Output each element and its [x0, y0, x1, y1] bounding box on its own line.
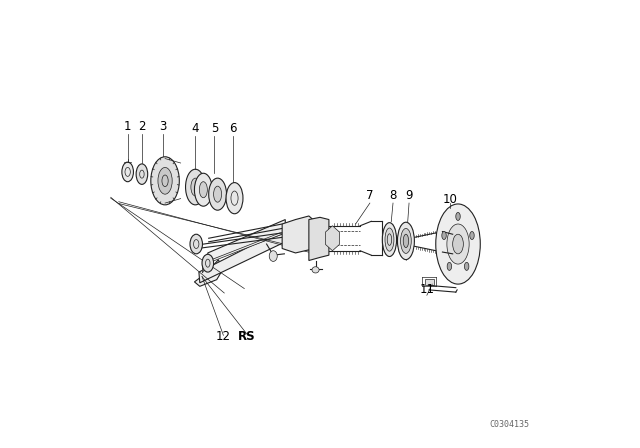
Text: 5: 5 — [211, 122, 218, 135]
Ellipse shape — [136, 164, 148, 185]
Bar — [424, 279, 435, 285]
Ellipse shape — [470, 232, 474, 240]
Ellipse shape — [186, 169, 205, 205]
Text: C0304135: C0304135 — [489, 420, 529, 429]
Ellipse shape — [195, 173, 212, 206]
Ellipse shape — [401, 228, 412, 254]
Ellipse shape — [397, 222, 414, 260]
Text: 8: 8 — [389, 189, 397, 202]
Ellipse shape — [452, 234, 463, 254]
Ellipse shape — [199, 182, 207, 198]
Text: 10: 10 — [443, 193, 458, 206]
Polygon shape — [202, 254, 208, 273]
Text: 1: 1 — [124, 120, 131, 133]
Ellipse shape — [214, 186, 221, 202]
Polygon shape — [195, 260, 222, 286]
Text: 4: 4 — [191, 122, 199, 135]
Text: 7: 7 — [366, 189, 374, 202]
Ellipse shape — [403, 234, 408, 248]
Ellipse shape — [269, 251, 277, 261]
Ellipse shape — [385, 228, 394, 251]
Ellipse shape — [202, 254, 214, 272]
Polygon shape — [282, 216, 316, 253]
Text: 11: 11 — [419, 283, 435, 296]
Ellipse shape — [465, 263, 469, 271]
Text: 2: 2 — [138, 120, 146, 133]
Ellipse shape — [226, 183, 243, 214]
Ellipse shape — [158, 168, 172, 194]
Ellipse shape — [447, 263, 452, 271]
Polygon shape — [208, 220, 285, 262]
Text: 6: 6 — [229, 122, 237, 135]
Text: 12: 12 — [216, 330, 231, 343]
Ellipse shape — [436, 204, 480, 284]
Ellipse shape — [191, 178, 200, 196]
Ellipse shape — [151, 157, 179, 205]
Text: RS: RS — [237, 330, 255, 343]
Ellipse shape — [190, 234, 202, 254]
Polygon shape — [326, 226, 339, 251]
Text: 3: 3 — [159, 120, 167, 133]
Polygon shape — [199, 228, 285, 283]
Polygon shape — [202, 233, 285, 263]
Ellipse shape — [122, 162, 134, 182]
Ellipse shape — [442, 232, 446, 240]
Ellipse shape — [447, 224, 469, 264]
Ellipse shape — [382, 223, 397, 257]
Polygon shape — [309, 217, 329, 260]
Ellipse shape — [456, 212, 460, 220]
Ellipse shape — [312, 267, 319, 273]
Text: 9: 9 — [405, 189, 413, 202]
Ellipse shape — [209, 178, 227, 210]
